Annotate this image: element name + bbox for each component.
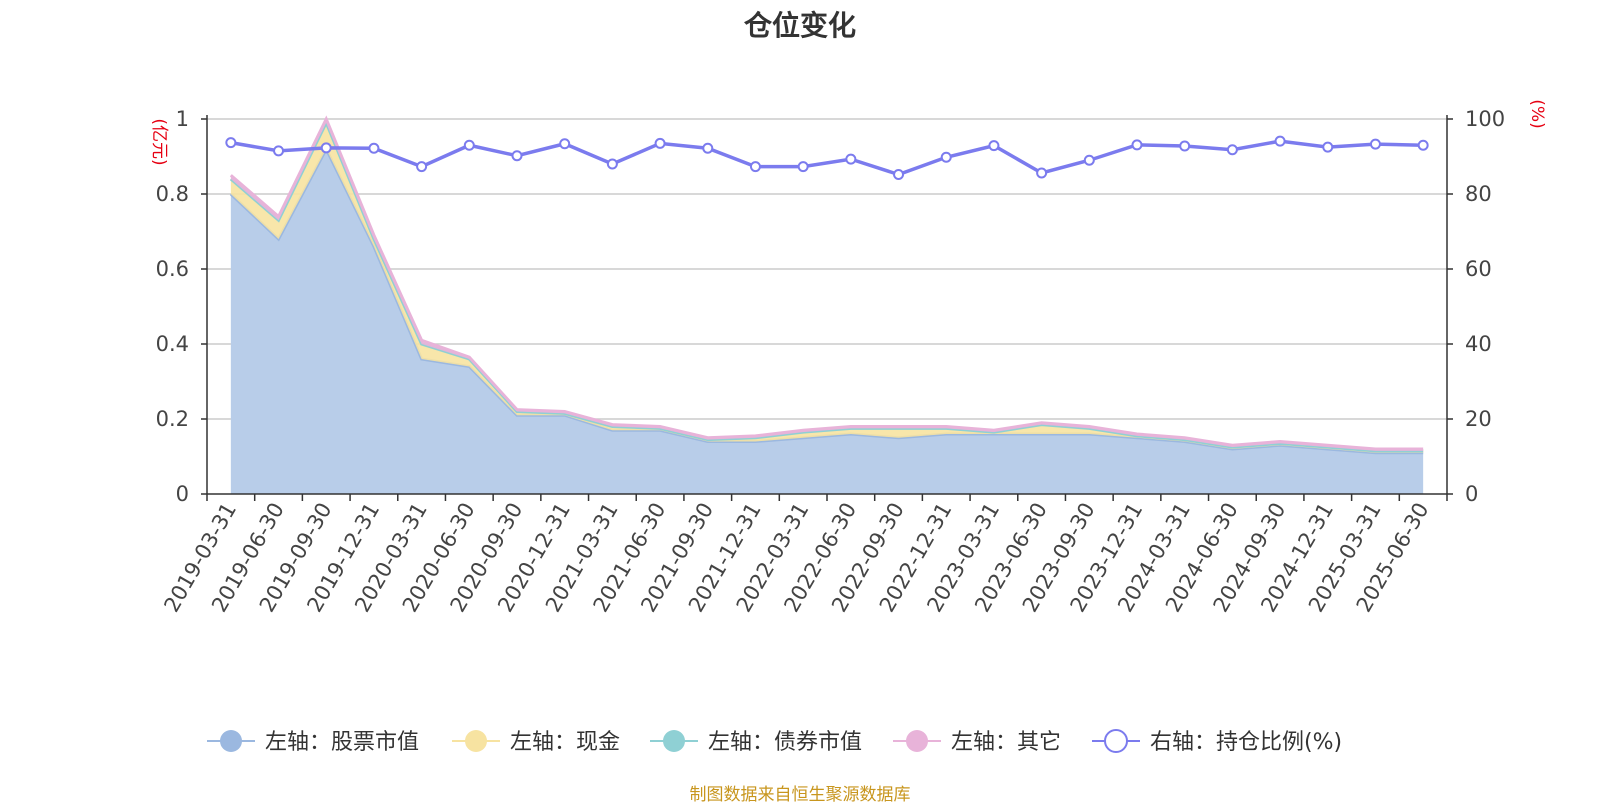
legend-swatch-marker (906, 730, 928, 752)
left-axis-unit: (亿元) (149, 118, 169, 165)
legend-swatch-marker (1104, 729, 1128, 753)
ratio-point (749, 161, 761, 173)
ratio-point (1083, 154, 1095, 166)
legend-item-bond: 左轴：债券市值 (650, 730, 862, 755)
legend-swatch-marker (465, 730, 487, 752)
ratio-point (893, 169, 905, 180)
ratio-point (1131, 139, 1143, 151)
legend-label: 左轴：债券市值 (708, 730, 862, 755)
legend-swatch-marker (663, 730, 685, 752)
left-tick-label: 0.2 (156, 407, 189, 431)
legend-item-other: 左轴：其它 (893, 730, 1061, 755)
chart-title: 仓位变化 (743, 9, 856, 42)
legend-item-cash: 左轴：现金 (452, 730, 620, 755)
ratio-point (320, 142, 332, 154)
ratio-point (273, 145, 285, 157)
left-tick-label: 0.6 (156, 257, 189, 281)
legend-label: 左轴：现金 (510, 730, 620, 755)
ratio-point (797, 161, 809, 173)
stacked-areas (229, 115, 1424, 494)
chart-canvas: 00.20.40.60.810204060801002019-03-312019… (149, 99, 1547, 755)
right-tick-label: 0 (1465, 482, 1478, 506)
ratio-point (559, 138, 571, 150)
ratio-point (1322, 141, 1334, 153)
ratio-point (511, 150, 523, 162)
ratio-series-line (230, 139, 1424, 177)
area-stock (230, 149, 1424, 494)
right-tick-label: 20 (1465, 407, 1492, 431)
legend-label: 右轴：持仓比例(%) (1150, 730, 1342, 755)
legend-label: 左轴：其它 (951, 730, 1061, 755)
source-note: 制图数据来自恒生聚源数据库 (689, 785, 911, 805)
right-tick-label: 40 (1465, 332, 1492, 356)
left-tick-label: 0.4 (156, 332, 189, 356)
legend-label: 左轴：股票市值 (265, 730, 419, 755)
ratio-point (1226, 144, 1238, 156)
right-tick-label: 60 (1465, 257, 1492, 281)
left-tick-label: 0.8 (156, 182, 189, 206)
ratio-point (1179, 140, 1191, 152)
ratio-point (1417, 139, 1429, 151)
ratio-point (845, 153, 857, 165)
ratio-point (463, 139, 475, 151)
ratio-point (1369, 138, 1381, 150)
right-tick-label: 80 (1465, 182, 1492, 206)
ratio-point (940, 151, 952, 163)
legend-item-ratio: 右轴：持仓比例(%) (1092, 729, 1342, 755)
ratio-point (988, 140, 1000, 152)
ratio-point (654, 137, 666, 149)
legend-item-stock: 左轴：股票市值 (207, 730, 419, 755)
ratio-point (225, 137, 237, 149)
left-tick-label: 0 (176, 482, 189, 506)
right-tick-label: 100 (1465, 107, 1505, 131)
line-other (229, 115, 1424, 451)
ratio-point (1036, 167, 1048, 179)
ratio-point (368, 142, 380, 154)
ratio-point (606, 158, 618, 170)
ratio-line (225, 135, 1429, 180)
legend-swatch-marker (220, 730, 242, 752)
ratio-point (416, 161, 428, 173)
left-tick-label: 1 (176, 107, 189, 131)
legend: 左轴：股票市值 左轴：现金 左轴：债券市值 左轴：其它 右轴：持仓比例(%) (207, 729, 1342, 755)
right-axis-unit: (%) (1527, 99, 1547, 128)
ratio-point (702, 142, 714, 154)
ratio-point (1274, 135, 1286, 147)
